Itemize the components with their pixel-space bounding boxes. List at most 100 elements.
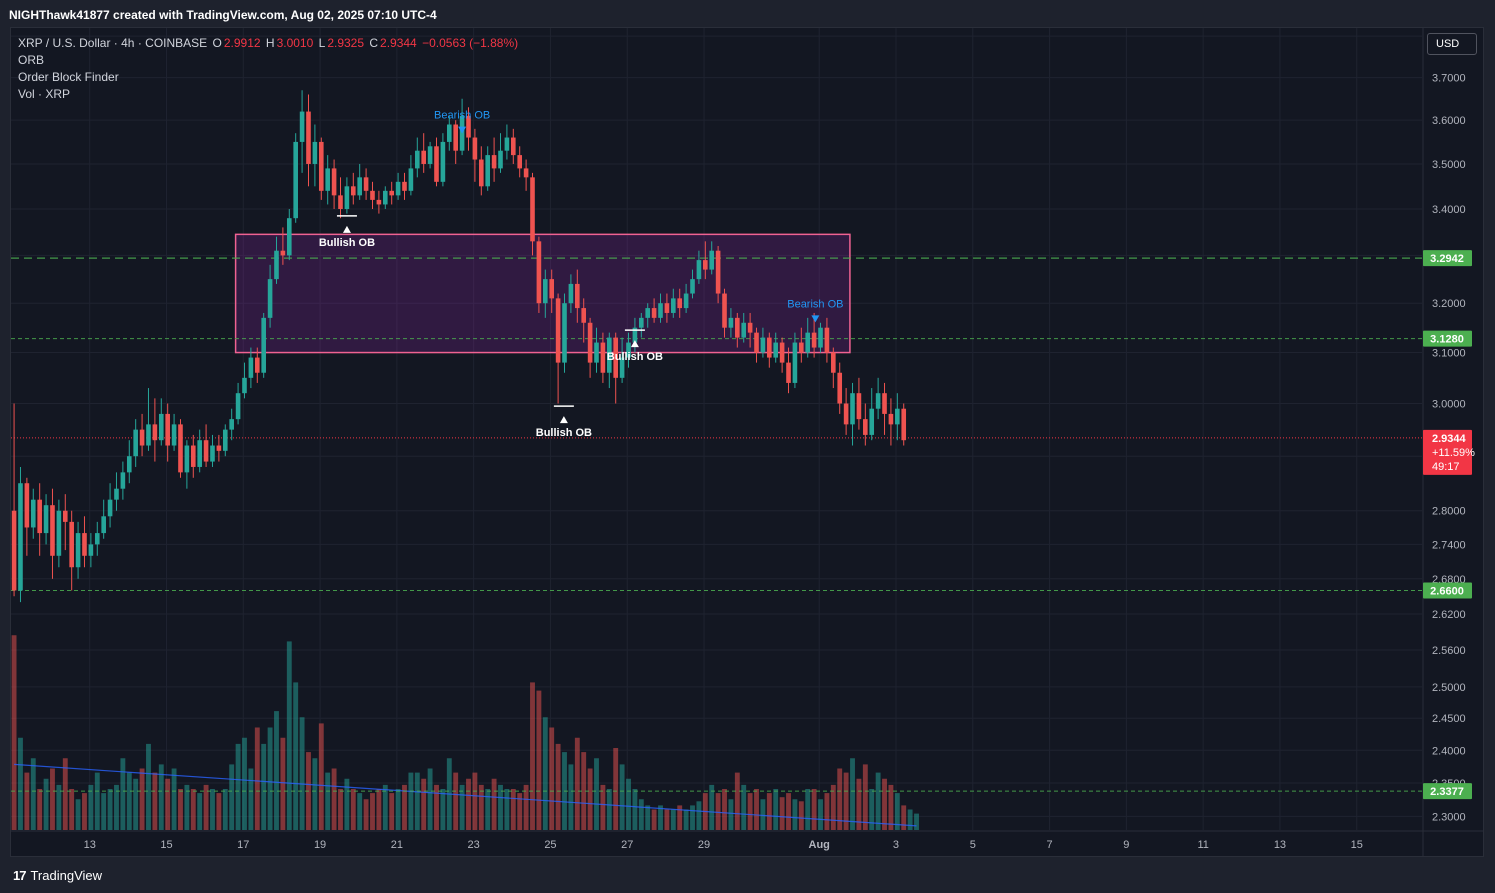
candle-body[interactable] xyxy=(210,445,215,462)
candle-body[interactable] xyxy=(466,115,471,138)
candle-body[interactable] xyxy=(869,408,875,435)
candle-body[interactable] xyxy=(139,429,145,446)
candle-body[interactable] xyxy=(510,137,516,156)
candle-body[interactable] xyxy=(658,303,663,318)
candle-body[interactable] xyxy=(197,440,202,467)
candle-body[interactable] xyxy=(895,408,900,425)
candle-body[interactable] xyxy=(779,342,785,363)
candle-body[interactable] xyxy=(56,510,62,556)
candle-body[interactable] xyxy=(696,260,702,280)
candle-body[interactable] xyxy=(331,168,337,196)
candle-body[interactable] xyxy=(18,483,23,591)
candle-body[interactable] xyxy=(824,327,830,353)
candle-body[interactable] xyxy=(799,342,804,353)
candle-body[interactable] xyxy=(875,393,881,409)
candle-body[interactable] xyxy=(555,298,561,363)
candle-body[interactable] xyxy=(581,308,587,323)
candle-body[interactable] xyxy=(863,419,868,435)
candle-body[interactable] xyxy=(523,168,529,178)
candle-body[interactable] xyxy=(754,332,759,353)
legend-indicator-orb[interactable]: ORB xyxy=(18,53,45,67)
candle-body[interactable] xyxy=(626,342,631,358)
candle-body[interactable] xyxy=(600,342,606,373)
candle-body[interactable] xyxy=(856,393,862,420)
candle-body[interactable] xyxy=(542,279,548,304)
candle-body[interactable] xyxy=(344,186,350,210)
candle-body[interactable] xyxy=(216,445,222,451)
candle-body[interactable] xyxy=(376,199,382,205)
candle-body[interactable] xyxy=(632,327,638,343)
candle-body[interactable] xyxy=(318,141,324,191)
candle-body[interactable] xyxy=(274,250,279,280)
candle-body[interactable] xyxy=(306,111,311,164)
candle-body[interactable] xyxy=(805,332,811,353)
candle-body[interactable] xyxy=(408,168,414,191)
candle-body[interactable] xyxy=(62,510,68,522)
candle-body[interactable] xyxy=(254,357,260,373)
candle-body[interactable] xyxy=(382,190,388,205)
candle-body[interactable] xyxy=(107,499,113,517)
candle-body[interactable] xyxy=(831,352,836,373)
candle-body[interactable] xyxy=(735,317,740,338)
candle-body[interactable] xyxy=(82,533,87,556)
candle-body[interactable] xyxy=(607,337,612,373)
candle-body[interactable] xyxy=(235,393,241,420)
candle-body[interactable] xyxy=(741,322,747,338)
candle-body[interactable] xyxy=(43,505,49,534)
candle-body[interactable] xyxy=(395,181,401,196)
candle-body[interactable] xyxy=(446,124,452,142)
candle-body[interactable] xyxy=(389,190,394,196)
candle-body[interactable] xyxy=(818,327,823,348)
candle-body[interactable] xyxy=(536,241,542,304)
candle-body[interactable] xyxy=(222,429,228,451)
candle-body[interactable] xyxy=(299,111,305,142)
candle-body[interactable] xyxy=(786,362,791,383)
candle-body[interactable] xyxy=(133,429,138,457)
candle-body[interactable] xyxy=(549,279,555,299)
candle-body[interactable] xyxy=(152,424,158,441)
candle-body[interactable] xyxy=(370,190,375,200)
candle-body[interactable] xyxy=(760,337,766,353)
candle-body[interactable] xyxy=(184,445,190,473)
candle-body[interactable] xyxy=(363,177,369,191)
candle-body[interactable] xyxy=(498,150,503,169)
candle-body[interactable] xyxy=(37,499,42,534)
candle-body[interactable] xyxy=(715,250,721,294)
candle-body[interactable] xyxy=(248,357,254,378)
candle-body[interactable] xyxy=(594,342,599,363)
candle-body[interactable] xyxy=(792,342,798,383)
candle-body[interactable] xyxy=(120,472,126,489)
candle-body[interactable] xyxy=(767,337,772,358)
candle-body[interactable] xyxy=(338,195,343,210)
candle-body[interactable] xyxy=(350,186,356,196)
currency-button[interactable]: USD xyxy=(1427,33,1477,55)
candle-body[interactable] xyxy=(402,181,407,191)
candle-body[interactable] xyxy=(267,279,273,318)
candle-body[interactable] xyxy=(709,250,715,270)
candle-body[interactable] xyxy=(158,413,164,441)
candle-body[interactable] xyxy=(414,150,420,169)
candle-body[interactable] xyxy=(312,141,318,164)
candle-body[interactable] xyxy=(242,377,247,394)
candle-body[interactable] xyxy=(850,393,855,425)
candle-body[interactable] xyxy=(69,521,74,568)
candle-body[interactable] xyxy=(639,317,644,328)
candle-body[interactable] xyxy=(664,303,670,313)
candle-body[interactable] xyxy=(677,298,683,309)
candle-body[interactable] xyxy=(427,146,433,164)
candle-body[interactable] xyxy=(190,445,196,467)
candle-body[interactable] xyxy=(178,424,183,473)
candle-body[interactable] xyxy=(146,424,151,446)
candle-body[interactable] xyxy=(30,499,36,528)
candle-body[interactable] xyxy=(888,413,894,425)
candle-body[interactable] xyxy=(203,440,209,462)
candle-body[interactable] xyxy=(613,337,619,378)
candle-body[interactable] xyxy=(478,159,484,187)
candle-body[interactable] xyxy=(690,279,695,294)
candle-body[interactable] xyxy=(882,393,887,414)
candle-body[interactable] xyxy=(472,137,478,160)
candle-body[interactable] xyxy=(171,424,177,446)
candle-body[interactable] xyxy=(101,516,106,534)
candle-body[interactable] xyxy=(485,155,491,187)
candle-body[interactable] xyxy=(421,150,426,164)
